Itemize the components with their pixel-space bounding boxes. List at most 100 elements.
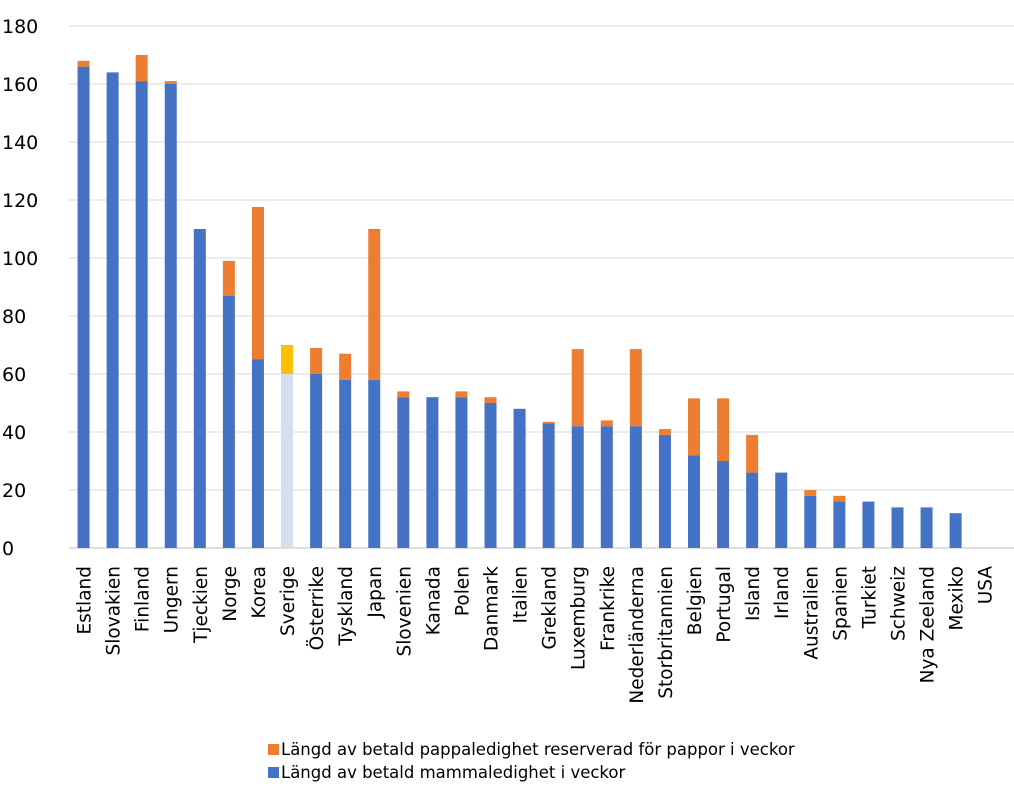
bar-spanien-s0	[833, 501, 846, 548]
bar-finland-s1	[135, 55, 148, 82]
x-tick-label-nederländerna: Nederländerna	[627, 566, 648, 704]
bar-storbritannien-s0	[658, 434, 671, 548]
legend-swatch-blue	[268, 767, 279, 778]
y-tick-labels: 0 20 40 60 80 100 120 140 160 180	[2, 16, 38, 560]
x-tick-label-luxemburg: Luxemburg	[569, 566, 590, 670]
x-tick-labels: Estland Slovakien Finland Ungern Tjeckien Nor…	[75, 566, 997, 704]
bar-australien-s0	[804, 495, 817, 548]
bar-island-s1	[746, 434, 759, 473]
y-tick-label-60: 60	[2, 364, 26, 386]
x-tick-label-tjeckien: Tjeckien	[191, 566, 212, 644]
x-tick-label-slovenien: Slovenien	[394, 566, 415, 657]
legend-swatch-orange	[268, 744, 279, 755]
bar-frankrike-s0	[600, 426, 613, 548]
x-tick-label-nya-zeeland: Nya Zeeland	[918, 566, 939, 683]
x-tick-label-finland: Finland	[133, 566, 154, 632]
bar-grekland-s0	[542, 423, 555, 548]
y-tick-label-0: 0	[2, 538, 14, 560]
bar-luxemburg-s1	[571, 349, 584, 427]
bar-tyskland-s0	[339, 379, 352, 548]
bar-ungern-s1	[164, 81, 177, 84]
bar-slovakien-s0	[106, 72, 119, 549]
x-tick-label-estland: Estland	[75, 566, 96, 635]
x-tick-label-korea: Korea	[249, 566, 270, 618]
x-tick-label-turkiet: Turkiet	[859, 566, 880, 629]
bar-korea-s1	[251, 206, 264, 360]
x-tick-label-ungern: Ungern	[162, 566, 183, 633]
x-tick-label-frankrike: Frankrike	[598, 566, 619, 651]
x-tick-label-danmark: Danmark	[482, 566, 503, 651]
bar-polen-s0	[455, 397, 468, 548]
x-tick-label-irland: Irland	[772, 566, 793, 619]
bar-tyskland-s1	[339, 353, 352, 380]
bar-norge-s0	[222, 295, 235, 548]
x-tick-label-slovakien: Slovakien	[104, 566, 125, 655]
x-tick-label-mexiko: Mexiko	[947, 566, 968, 630]
bar-schweiz-s0	[891, 507, 904, 548]
bar-slovenien-s1	[397, 391, 410, 398]
bar-slovenien-s0	[397, 397, 410, 548]
bar-nya-zeeland-s0	[920, 507, 933, 548]
bar-finland-s0	[135, 81, 148, 548]
legend-item-pappaledighet: Längd av betald pappaledighet reserverad…	[266, 738, 826, 761]
bar-belgien-s0	[688, 455, 701, 548]
bar-danmark-s0	[484, 403, 497, 548]
bar-österrike-s0	[310, 374, 323, 548]
y-tick-label-160: 160	[2, 74, 38, 96]
legend-item-mammaledighet: Längd av betald mammaledighet i veckor	[266, 761, 826, 784]
legend-label-pappaledighet: Längd av betald pappaledighet reserverad…	[281, 740, 795, 759]
x-tick-label-belgien: Belgien	[685, 566, 706, 635]
bar-korea-s0	[251, 359, 264, 548]
x-tick-label-kanada: Kanada	[423, 566, 444, 635]
bar-turkiet-s0	[862, 501, 875, 548]
bar-nederländerna-s0	[629, 426, 642, 548]
x-tick-label-usa: USA	[976, 566, 997, 605]
y-tick-label-100: 100	[2, 248, 38, 270]
bar-portugal-s0	[717, 461, 730, 548]
x-tick-label-spanien: Spanien	[830, 566, 851, 641]
bar-irland-s0	[775, 472, 788, 548]
y-tick-label-180: 180	[2, 16, 38, 38]
bar-österrike-s1	[310, 347, 323, 374]
bar-luxemburg-s0	[571, 426, 584, 548]
x-tick-label-portugal: Portugal	[714, 566, 735, 643]
bar-danmark-s1	[484, 397, 497, 403]
bar-portugal-s1	[717, 398, 730, 461]
x-tick-label-schweiz: Schweiz	[888, 566, 909, 641]
y-tick-label-140: 140	[2, 132, 38, 154]
bar-norge-s1	[222, 260, 235, 296]
bar-australien-s1	[804, 490, 817, 496]
legend: Längd av betald pappaledighet reserverad…	[266, 738, 826, 784]
x-tick-label-storbritannien: Storbritannien	[656, 566, 677, 699]
x-tick-label-polen: Polen	[452, 566, 473, 616]
legend-label-mammaledighet: Längd av betald mammaledighet i veckor	[281, 763, 626, 782]
bar-kanada-s0	[426, 397, 439, 548]
bar-belgien-s1	[688, 398, 701, 456]
bar-tjeckien-s0	[193, 229, 206, 548]
x-tick-label-japan: Japan	[365, 566, 386, 619]
x-tick-label-australien: Australien	[801, 566, 822, 660]
x-tick-label-italien: Italien	[511, 566, 532, 623]
bar-island-s0	[746, 472, 759, 548]
bars	[77, 55, 962, 549]
bar-sverige-s0	[281, 374, 294, 548]
y-tick-label-20: 20	[2, 480, 26, 502]
y-tick-label-80: 80	[2, 306, 26, 328]
x-tick-label-grekland: Grekland	[540, 566, 561, 650]
chart: 0 20 40 60 80 100 120 140 160 180 Estland Slovakie…	[2, 16, 1014, 704]
bar-ungern-s0	[164, 84, 177, 548]
bar-nederländerna-s1	[629, 349, 642, 427]
bar-spanien-s1	[833, 495, 846, 502]
x-tick-label-island: Island	[743, 566, 764, 621]
bar-japan-s0	[368, 379, 381, 548]
y-tick-label-120: 120	[2, 190, 38, 212]
bar-frankrike-s1	[600, 420, 613, 427]
x-tick-label-österrike: Österrike	[306, 566, 328, 650]
bar-italien-s0	[513, 408, 526, 548]
bar-japan-s1	[368, 229, 381, 380]
bar-estland-s1	[77, 60, 90, 67]
x-tick-label-norge: Norge	[220, 566, 241, 622]
x-tick-label-sverige: Sverige	[278, 566, 299, 636]
bar-polen-s1	[455, 391, 468, 398]
y-tick-label-40: 40	[2, 422, 26, 444]
